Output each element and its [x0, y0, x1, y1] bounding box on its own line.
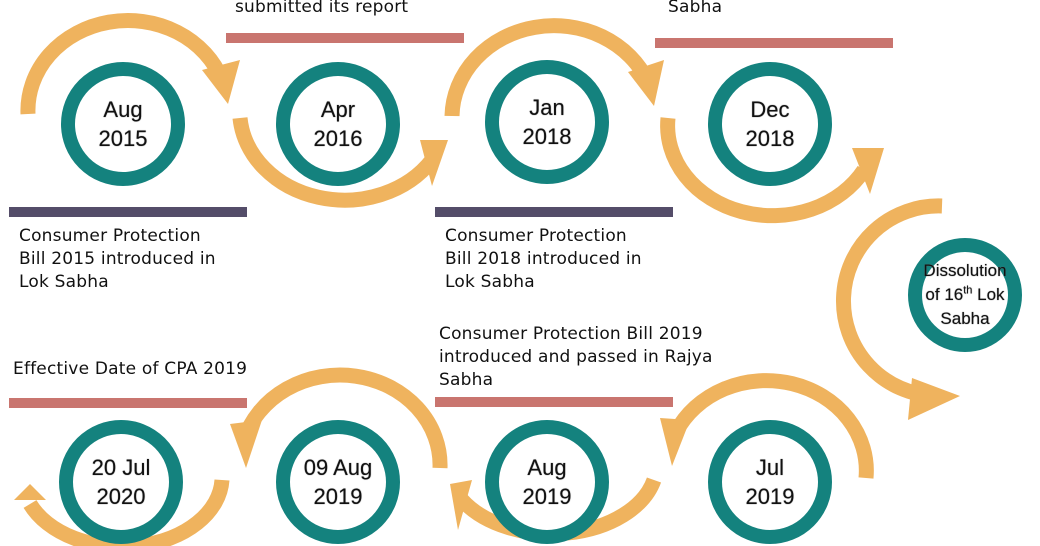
milestone-apr-2016: Apr 2016 [276, 62, 400, 186]
divider-bar [435, 207, 673, 217]
arrow-head [14, 484, 46, 500]
caption-report-2016: submitted its report [235, 0, 409, 17]
arrow-arc [444, 18, 655, 117]
milestone-jan-2018: Jan 2018 [485, 60, 609, 184]
divider-bar [9, 398, 247, 408]
arrow-head [908, 378, 960, 420]
milestone-20-jul-2020: 20 Jul 2020 [59, 420, 183, 544]
arrow-head [202, 60, 240, 104]
arrow-arc [20, 13, 229, 115]
arrow-head [420, 140, 448, 186]
milestone-09-aug-2019: 09 Aug 2019 [276, 420, 400, 544]
caption-effective-date: Effective Date of CPA 2019 [13, 359, 248, 379]
caption-dec-2018: Sabha [668, 0, 723, 17]
divider-bar [435, 397, 673, 407]
milestone-jul-2019: Jul 2019 [708, 420, 832, 544]
caption-bill-2019: Consumer Protection Bill 2019 introduced… [439, 324, 713, 390]
arrow-arc [232, 117, 438, 208]
arrow-arc [236, 367, 448, 469]
divider-bar [9, 207, 247, 217]
arrow-head [450, 480, 472, 530]
caption-bill-2015: Consumer Protection Bill 2015 introduced… [19, 226, 216, 292]
divider-bar [655, 38, 893, 48]
divider-bar [226, 33, 464, 43]
arrow-head [628, 60, 664, 106]
arrow-head [660, 418, 690, 466]
arrow-head [852, 148, 884, 194]
arrow-arc [660, 117, 871, 224]
arrow-arc [835, 198, 943, 404]
milestone-dissolution: Dissolution of 16th Lok Sabha [908, 238, 1022, 352]
milestone-aug-2015: Aug 2015 [61, 62, 185, 186]
arrow-head [230, 420, 262, 468]
caption-bill-2018: Consumer Protection Bill 2018 introduced… [445, 226, 642, 292]
milestone-dec-2018: Dec 2018 [708, 62, 832, 186]
arrow-arc [669, 373, 874, 479]
milestone-aug-2019: Aug 2019 [485, 420, 609, 544]
